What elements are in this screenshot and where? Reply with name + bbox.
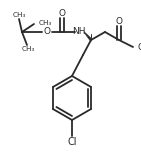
Text: CH₃: CH₃: [21, 46, 35, 52]
Text: NH: NH: [72, 28, 86, 36]
Text: O: O: [44, 28, 50, 36]
Text: O: O: [115, 17, 123, 26]
Text: O: O: [59, 9, 66, 19]
Text: CH₃: CH₃: [39, 20, 52, 26]
Text: CH₃: CH₃: [12, 12, 26, 18]
Text: Cl: Cl: [67, 137, 77, 147]
Polygon shape: [84, 31, 91, 42]
Text: OH: OH: [138, 43, 141, 52]
